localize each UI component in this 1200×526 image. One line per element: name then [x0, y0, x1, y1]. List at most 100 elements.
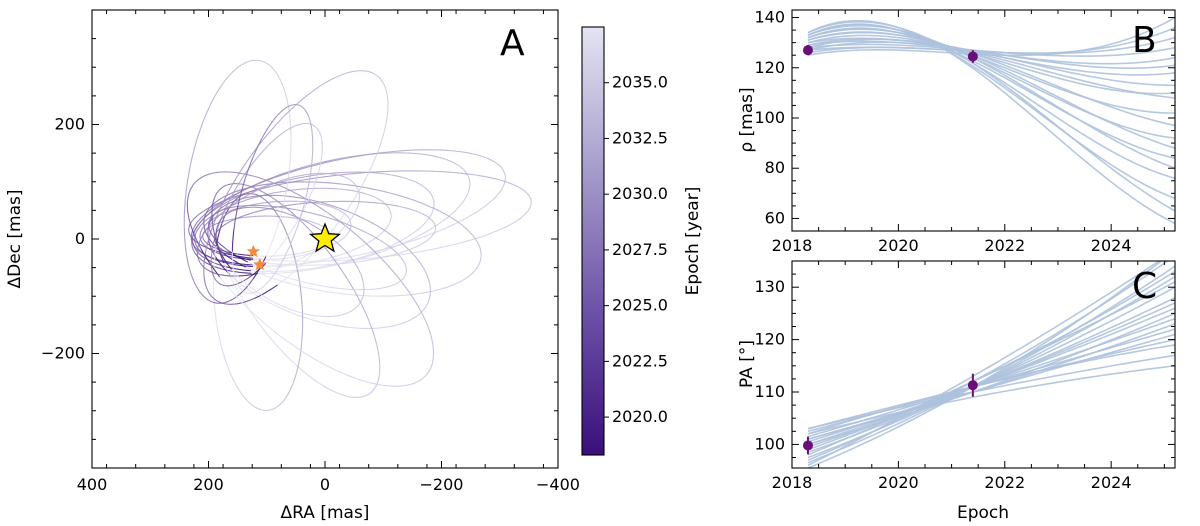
orbit-segment — [216, 218, 223, 230]
orbit-segment — [307, 113, 313, 128]
orbit-segment — [280, 304, 301, 314]
orbit-segment — [393, 382, 415, 387]
orbit-segment — [528, 197, 532, 210]
orbit-segment — [218, 218, 233, 224]
orbit-segment — [207, 197, 222, 211]
orbit-segment — [288, 108, 292, 137]
orbit-segment — [250, 193, 263, 199]
orbit-segment — [369, 241, 410, 254]
orbit-segment — [372, 72, 384, 84]
data-point — [802, 45, 813, 56]
orbit-segment — [277, 264, 302, 286]
orbit-segment — [188, 222, 192, 235]
model-track-line — [807, 323, 1175, 440]
orbit-segment — [284, 166, 291, 199]
orbit-segment — [237, 290, 256, 319]
orbit-segment — [333, 256, 379, 262]
orbit-track — [186, 171, 435, 387]
orbit-segment — [237, 180, 246, 206]
orbit-segment — [304, 181, 341, 185]
orbit-segment — [396, 230, 418, 244]
orbit-segment — [241, 394, 255, 407]
model-track-line — [807, 19, 1175, 225]
x-tick-label: 0 — [320, 475, 330, 494]
orbit-segment — [202, 237, 207, 243]
orbit-segment — [299, 217, 319, 229]
orbit-segment — [252, 186, 273, 199]
orbit-segment — [320, 285, 346, 290]
orbit-segment — [208, 248, 221, 255]
orbit-segment — [417, 211, 431, 220]
orbit-segment — [237, 283, 245, 293]
orbit-segment — [243, 304, 274, 332]
orbit-segment — [254, 318, 277, 345]
orbit-segment — [243, 291, 253, 294]
orbit-segment — [328, 252, 370, 262]
data-point — [802, 440, 813, 451]
orbit-segment — [444, 213, 474, 230]
orbit-segment — [314, 126, 322, 136]
orbit-segment — [419, 308, 432, 335]
orbit-segment — [199, 206, 217, 224]
orbit-segment — [222, 183, 236, 188]
orbit-segment — [339, 233, 349, 242]
orbit-segment — [344, 293, 381, 297]
model-track-line — [807, 365, 1175, 435]
orbit-segment — [367, 232, 386, 245]
orbit-segment — [227, 181, 241, 204]
colorbar-tick-label: 2025.0 — [612, 296, 668, 315]
orbit-segment — [223, 354, 233, 378]
orbit-segment — [282, 188, 309, 193]
orbit-segment — [282, 239, 293, 262]
orbit-segment — [246, 215, 264, 218]
y-tick-label: 120 — [754, 330, 785, 349]
orbit-segment — [300, 192, 308, 218]
orbit-segment — [358, 294, 364, 306]
panel-c-xlabel: Epoch — [957, 503, 1009, 523]
panel-b-ticks: 2018 2020 2022 2024 60 80 100 120 140 — [754, 8, 1175, 255]
orbit-segment — [250, 259, 275, 265]
x-tick-label: 2024 — [1091, 473, 1132, 492]
orbit-segment — [200, 293, 213, 303]
orbit-segment — [347, 227, 378, 254]
model-track-line — [807, 34, 1175, 95]
y-tick-label: 120 — [754, 58, 785, 77]
orbit-segment — [251, 287, 263, 294]
orbit-segment — [249, 59, 263, 62]
orbit-segment — [310, 146, 314, 169]
orbit-segment — [231, 216, 247, 220]
orbit-segment — [216, 328, 225, 355]
orbit-segment — [219, 276, 245, 305]
orbit-segment — [348, 200, 376, 204]
orbit-segment — [266, 109, 291, 136]
orbit-segment — [400, 281, 421, 310]
orbit-segment — [238, 272, 258, 277]
orbit-segment — [274, 263, 302, 266]
orbit-segment — [377, 122, 387, 151]
orbit-segment — [318, 172, 336, 176]
orbit-segment — [186, 184, 194, 202]
orbit-segment — [278, 258, 301, 269]
orbit-segment — [226, 282, 239, 287]
orbit-segment — [428, 204, 435, 218]
y-tick-label: 200 — [54, 115, 85, 134]
x-tick-label: 2020 — [878, 473, 919, 492]
orbit-segment — [189, 134, 200, 166]
colorbar-gradient — [582, 27, 604, 455]
orbit-segment — [229, 196, 240, 208]
x-tick-label: −200 — [420, 475, 464, 494]
orbit-segment — [339, 393, 357, 398]
orbit-segment — [237, 189, 258, 202]
orbit-segment — [461, 224, 477, 240]
orbit-segment — [356, 196, 360, 210]
colorbar-tick-label: 2027.5 — [612, 240, 668, 259]
orbit-segment — [344, 222, 368, 234]
orbit-segment — [242, 209, 266, 217]
orbit-segment — [348, 178, 358, 187]
orbit-segment — [200, 248, 221, 278]
orbit-segment — [196, 252, 201, 264]
panel-c-ticks: 2018 2020 2022 2024 100 110 120 130 — [754, 260, 1175, 492]
orbit-segment — [215, 239, 230, 252]
orbit-segment — [348, 304, 359, 313]
orbit-segment — [472, 153, 494, 162]
